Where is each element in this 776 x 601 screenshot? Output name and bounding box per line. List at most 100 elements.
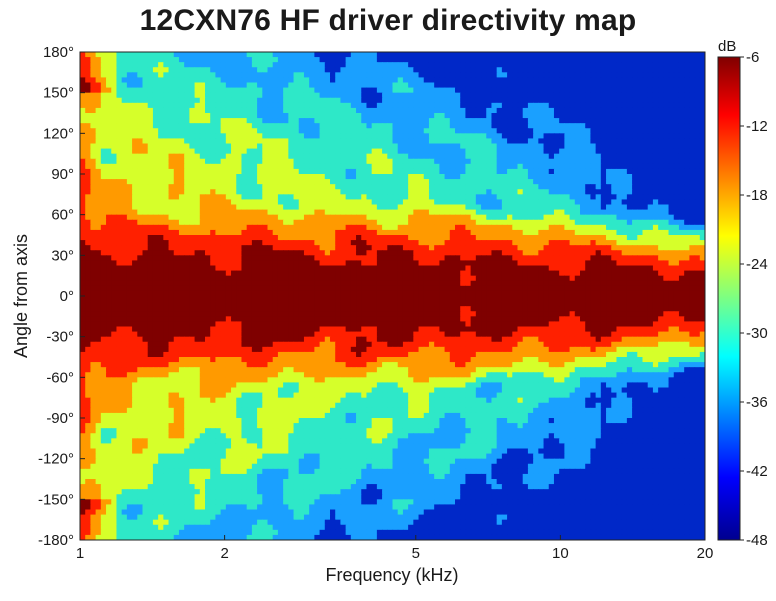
heatmap-cell [158, 118, 164, 124]
heatmap-cell [455, 82, 461, 89]
heatmap-cell [585, 102, 592, 109]
heatmap-cell [163, 107, 170, 114]
heatmap-cell [277, 102, 284, 109]
heatmap-cell [163, 97, 170, 104]
heatmap-cell [309, 209, 315, 216]
heatmap-cell [251, 260, 258, 267]
heatmap-cell [90, 179, 97, 185]
heatmap-cell [507, 168, 513, 175]
heatmap-cell [434, 113, 440, 119]
heatmap-cell [293, 255, 300, 262]
heatmap-cell [241, 158, 248, 165]
heatmap-cell [220, 168, 227, 175]
heatmap-cell [189, 87, 196, 94]
heatmap-cell [267, 72, 274, 79]
heatmap-cell [439, 62, 446, 68]
heatmap-cell [111, 179, 118, 185]
heatmap-cell [392, 240, 399, 246]
heatmap-cell [257, 77, 263, 84]
heatmap-cell [293, 260, 300, 267]
heatmap-cell [335, 62, 342, 68]
heatmap-cell [350, 128, 357, 134]
heatmap-cell [647, 57, 654, 63]
heatmap-cell [371, 123, 378, 129]
heatmap-cell [361, 102, 368, 109]
heatmap-cell [158, 255, 164, 262]
heatmap-cell [449, 148, 456, 155]
heatmap-cell [241, 174, 248, 180]
heatmap-cell [210, 184, 217, 190]
heatmap-cell [668, 209, 675, 216]
heatmap-cell [168, 72, 175, 79]
heatmap-cell [689, 240, 696, 246]
heatmap-cell [178, 168, 185, 175]
heatmap-cell [241, 235, 248, 241]
heatmap-cell [90, 153, 97, 160]
heatmap-cell [376, 179, 383, 185]
heatmap-cell [507, 255, 513, 262]
heatmap-cell [257, 123, 263, 129]
heatmap-cell [538, 107, 545, 114]
heatmap-cell [434, 82, 440, 89]
heatmap-cell [80, 138, 86, 145]
heatmap-cell [642, 148, 649, 155]
heatmap-cell [220, 92, 227, 99]
heatmap-cell [642, 113, 649, 119]
heatmap-cell [163, 209, 170, 216]
heatmap-cell [319, 194, 326, 201]
heatmap-cell [475, 250, 482, 256]
heatmap-cell [350, 77, 357, 84]
heatmap-cell [168, 107, 175, 114]
heatmap-cell [559, 52, 565, 58]
heatmap-cell [220, 255, 227, 262]
heatmap-cell [168, 214, 175, 221]
heatmap-cell [90, 163, 97, 170]
heatmap-cell [673, 128, 680, 134]
heatmap-cell [580, 209, 586, 216]
heatmap-cell [402, 209, 409, 216]
heatmap-cell [647, 214, 654, 221]
heatmap-cell [507, 245, 513, 251]
heatmap-cell [272, 123, 279, 129]
heatmap-cell [553, 179, 560, 185]
heatmap-cell [616, 92, 623, 99]
heatmap-cell [434, 199, 440, 206]
heatmap-cell [413, 158, 420, 165]
heatmap-cell [496, 235, 503, 241]
heatmap-cell [298, 123, 305, 129]
heatmap-cell [538, 153, 545, 160]
heatmap-cell [361, 214, 368, 221]
heatmap-cell [501, 250, 508, 256]
heatmap-cell [324, 260, 331, 267]
heatmap-cell [376, 52, 383, 58]
heatmap-cell [293, 113, 300, 119]
heatmap-cell [481, 189, 487, 195]
heatmap-cell [632, 67, 638, 73]
heatmap-cell [632, 148, 638, 155]
heatmap-cell [382, 92, 388, 99]
heatmap-cell [538, 52, 545, 58]
heatmap-cell [397, 163, 404, 170]
heatmap-cell [80, 92, 86, 99]
heatmap-cell [345, 52, 352, 58]
heatmap-cell [356, 148, 362, 155]
heatmap-cell [262, 133, 269, 140]
heatmap-cell [637, 184, 644, 190]
heatmap-cell [178, 87, 185, 94]
heatmap-cell [158, 133, 164, 140]
heatmap-cell [205, 204, 211, 211]
heatmap-cell [590, 168, 597, 175]
heatmap-cell [100, 123, 107, 129]
heatmap-cell [663, 118, 670, 124]
heatmap-cell [293, 67, 300, 73]
heatmap-cell [350, 199, 357, 206]
heatmap-cell [210, 255, 217, 262]
heatmap-cell [585, 92, 592, 99]
heatmap-cell [152, 255, 159, 262]
heatmap-cell [475, 204, 482, 211]
heatmap-cell [465, 107, 472, 114]
heatmap-cell [642, 189, 649, 195]
heatmap-cell [262, 245, 269, 251]
heatmap-cell [491, 214, 498, 221]
heatmap-cell [199, 128, 206, 134]
